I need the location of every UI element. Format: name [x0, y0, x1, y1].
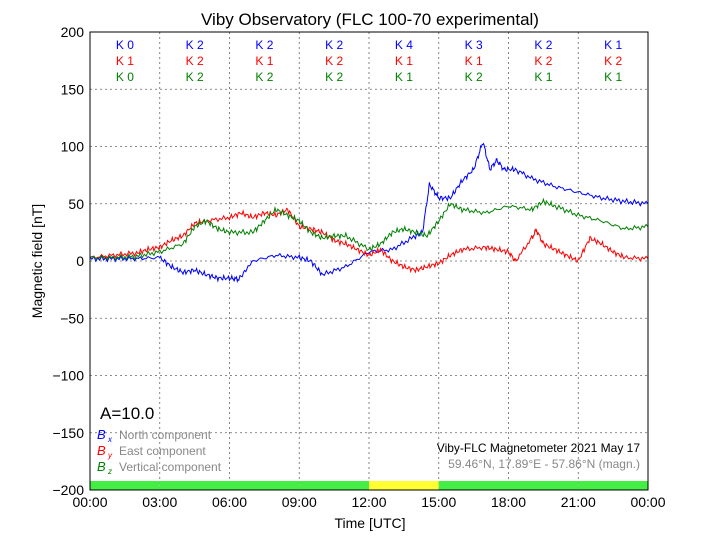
- x-tick-label: 00:00: [72, 494, 107, 510]
- y-tick-label: −150: [52, 425, 84, 441]
- x-tick-label: 00:00: [630, 494, 665, 510]
- activity-bar-segment: [578, 481, 648, 490]
- x-tick-label: 18:00: [491, 494, 526, 510]
- activity-bar-segment: [159, 481, 230, 490]
- k-index-east: K 1: [465, 54, 483, 68]
- x-axis-label: Time [UTC]: [334, 515, 405, 531]
- legend-label: Vertical component: [119, 460, 222, 474]
- legend-label: East component: [119, 444, 206, 458]
- y-axis-label: Magnetic field [nT]: [29, 204, 45, 318]
- k-index-north: K 2: [255, 38, 273, 52]
- series-vertical-line: [89, 197, 649, 261]
- legend-subscript: x: [107, 435, 113, 444]
- k-index-vertical: K 1: [604, 70, 622, 84]
- k-index-east: K 1: [395, 54, 413, 68]
- y-tick-label: 200: [61, 24, 85, 40]
- x-tick-label: 15:00: [421, 494, 456, 510]
- k-index-north: K 4: [395, 38, 413, 52]
- k-index-vertical: K 2: [325, 70, 343, 84]
- k-index-vertical: K 2: [255, 70, 273, 84]
- x-tick-label: 06:00: [212, 494, 247, 510]
- activity-bar-segment: [299, 481, 369, 490]
- k-index-north: K 0: [116, 38, 134, 52]
- k-index-vertical: K 1: [534, 70, 552, 84]
- k-index-north: K 3: [465, 38, 483, 52]
- station-label: Viby-FLC Magnetometer 2021 May 17: [437, 441, 641, 455]
- legend-subscript: z: [107, 467, 112, 476]
- legend-subscript: y: [107, 451, 113, 460]
- y-tick-label: −100: [52, 368, 84, 384]
- y-tick-label: 100: [61, 139, 85, 155]
- k-index-vertical: K 1: [395, 70, 413, 84]
- x-tick-label: 09:00: [282, 494, 317, 510]
- chart-title: Viby Observatory (FLC 100-70 experimenta…: [201, 10, 539, 29]
- legend-label: North component: [119, 428, 212, 442]
- y-tick-label: 50: [68, 196, 84, 212]
- k-index-vertical: K 0: [116, 70, 134, 84]
- k-index-north: K 2: [186, 38, 204, 52]
- legend-symbol: B: [97, 427, 106, 442]
- series-north-line: [89, 142, 649, 284]
- a-index: A=10.0: [100, 404, 154, 423]
- k-index-east: K 2: [534, 54, 552, 68]
- k-index-east: K 2: [604, 54, 622, 68]
- x-tick-label: 21:00: [561, 494, 596, 510]
- activity-bar-segment: [229, 481, 300, 490]
- k-index-east: K 1: [116, 54, 134, 68]
- x-tick-label: 12:00: [351, 494, 386, 510]
- k-index-vertical: K 2: [186, 70, 204, 84]
- k-index-east: K 1: [255, 54, 273, 68]
- k-index-east: K 2: [325, 54, 343, 68]
- series-east-line: [89, 207, 649, 274]
- k-index-north: K 1: [604, 38, 622, 52]
- y-tick-label: 0: [76, 253, 84, 269]
- x-tick-label: 03:00: [142, 494, 177, 510]
- y-tick-label: −200: [52, 482, 84, 498]
- y-tick-label: −50: [60, 310, 84, 326]
- k-index-vertical: K 2: [465, 70, 483, 84]
- k-index-east: K 2: [186, 54, 204, 68]
- k-index-north: K 2: [325, 38, 343, 52]
- plot-frame: [89, 31, 649, 491]
- activity-bar-segment: [90, 481, 160, 490]
- y-tick-label: 150: [61, 81, 85, 97]
- activity-bar-segment: [369, 481, 439, 490]
- activity-bar-segment: [438, 481, 509, 490]
- station-coords: 59.46°N, 17.89°E - 57.86°N (magn.): [448, 457, 640, 471]
- k-index-north: K 2: [534, 38, 552, 52]
- legend-symbol: B: [97, 443, 106, 458]
- activity-bar-segment: [508, 481, 579, 490]
- legend-symbol: B: [97, 459, 106, 474]
